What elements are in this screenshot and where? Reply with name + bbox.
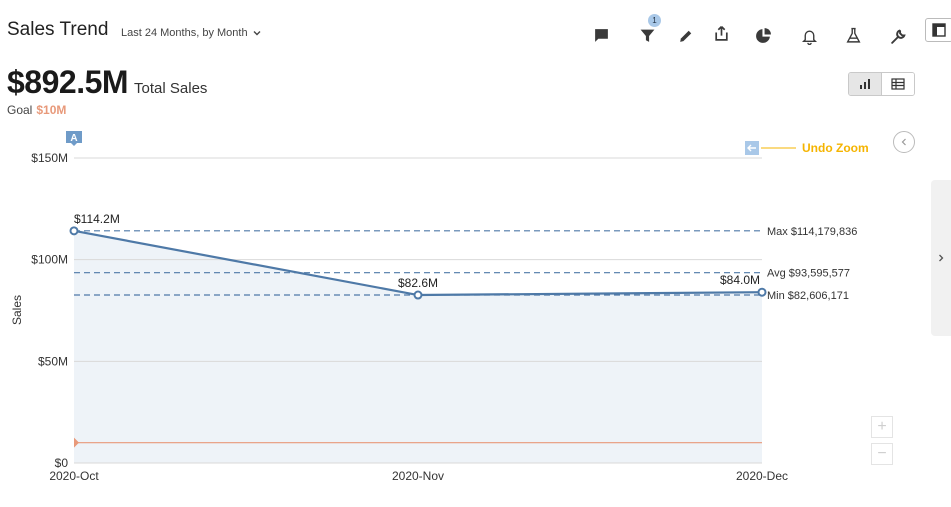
settings-button[interactable] xyxy=(883,21,913,51)
y-tick-label: $50M xyxy=(38,354,68,368)
y-tick-label: $100M xyxy=(31,253,68,267)
data-point xyxy=(413,290,423,300)
view-toggle xyxy=(848,72,915,96)
chevron-left-icon xyxy=(901,138,906,146)
x-tick-label: 2020-Oct xyxy=(49,469,99,483)
chart-view-button[interactable] xyxy=(849,73,882,95)
filter-icon xyxy=(640,29,654,42)
data-label: $114.2M xyxy=(74,212,120,226)
wrench-icon xyxy=(890,29,906,44)
kpi-summary: $892.5M Total Sales xyxy=(7,64,207,101)
kpi-label: Total Sales xyxy=(134,80,208,97)
edit-icon xyxy=(679,30,691,42)
kpi-value: $892.5M xyxy=(7,64,129,100)
data-label: $82.6M xyxy=(398,276,438,290)
time-range-label: Last 24 Months, by Month xyxy=(121,27,248,39)
share-button[interactable] xyxy=(706,18,736,48)
zoom-in-button[interactable]: + xyxy=(871,416,893,438)
table-icon xyxy=(891,78,905,90)
comment-button[interactable] xyxy=(586,20,616,50)
analyze-button[interactable] xyxy=(838,20,868,50)
y-tick-label: $150M xyxy=(31,151,68,165)
pie-chart-icon xyxy=(755,27,771,43)
annotation-marker-label: A xyxy=(70,133,77,144)
layout-icon xyxy=(932,23,946,37)
collapse-panel-button[interactable] xyxy=(893,131,915,153)
chart-type-button[interactable] xyxy=(748,20,778,50)
goal-marker xyxy=(74,437,79,448)
y-tick-label: $0 xyxy=(55,456,69,470)
data-label: $84.0M xyxy=(720,273,760,287)
chart-title: Sales Trend xyxy=(7,19,109,40)
table-view-button[interactable] xyxy=(882,73,914,95)
goal-value: $10M xyxy=(36,103,67,117)
reference-line-label: Min $82,606,171 xyxy=(767,290,849,302)
data-point xyxy=(757,287,767,297)
layout-button[interactable] xyxy=(925,18,951,42)
bell-icon xyxy=(801,30,817,45)
data-point xyxy=(69,226,79,236)
chevron-right-icon xyxy=(939,254,944,262)
reference-line-label: Avg $93,595,577 xyxy=(767,268,850,280)
flask-icon xyxy=(846,27,860,43)
time-range-dropdown[interactable]: Last 24 Months, by Month xyxy=(121,27,262,39)
annotation-marker xyxy=(66,131,82,146)
filter-button[interactable]: 1 xyxy=(632,14,662,50)
side-panel-toggle[interactable] xyxy=(931,180,951,336)
reference-line-label: Max $114,179,836 xyxy=(767,226,857,238)
x-tick-label: 2020-Nov xyxy=(392,469,444,483)
alert-button[interactable] xyxy=(794,21,824,51)
undo-zoom-label[interactable]: Undo Zoom xyxy=(802,141,869,155)
zoom-out-button[interactable]: − xyxy=(871,443,893,465)
arrow-left-icon xyxy=(747,144,756,152)
area-fill xyxy=(74,230,762,463)
comment-icon xyxy=(594,28,608,42)
share-icon xyxy=(714,25,728,41)
x-tick-label: 2020-Dec xyxy=(736,469,788,483)
y-axis-label: Sales xyxy=(10,295,24,325)
chevron-down-icon xyxy=(253,31,261,36)
bar-chart-icon xyxy=(860,79,870,89)
goal-label: Goal xyxy=(7,103,33,117)
filter-count-badge: 1 xyxy=(648,14,661,27)
goal-row: Goal $10M xyxy=(7,103,66,117)
edit-button[interactable] xyxy=(670,21,700,51)
